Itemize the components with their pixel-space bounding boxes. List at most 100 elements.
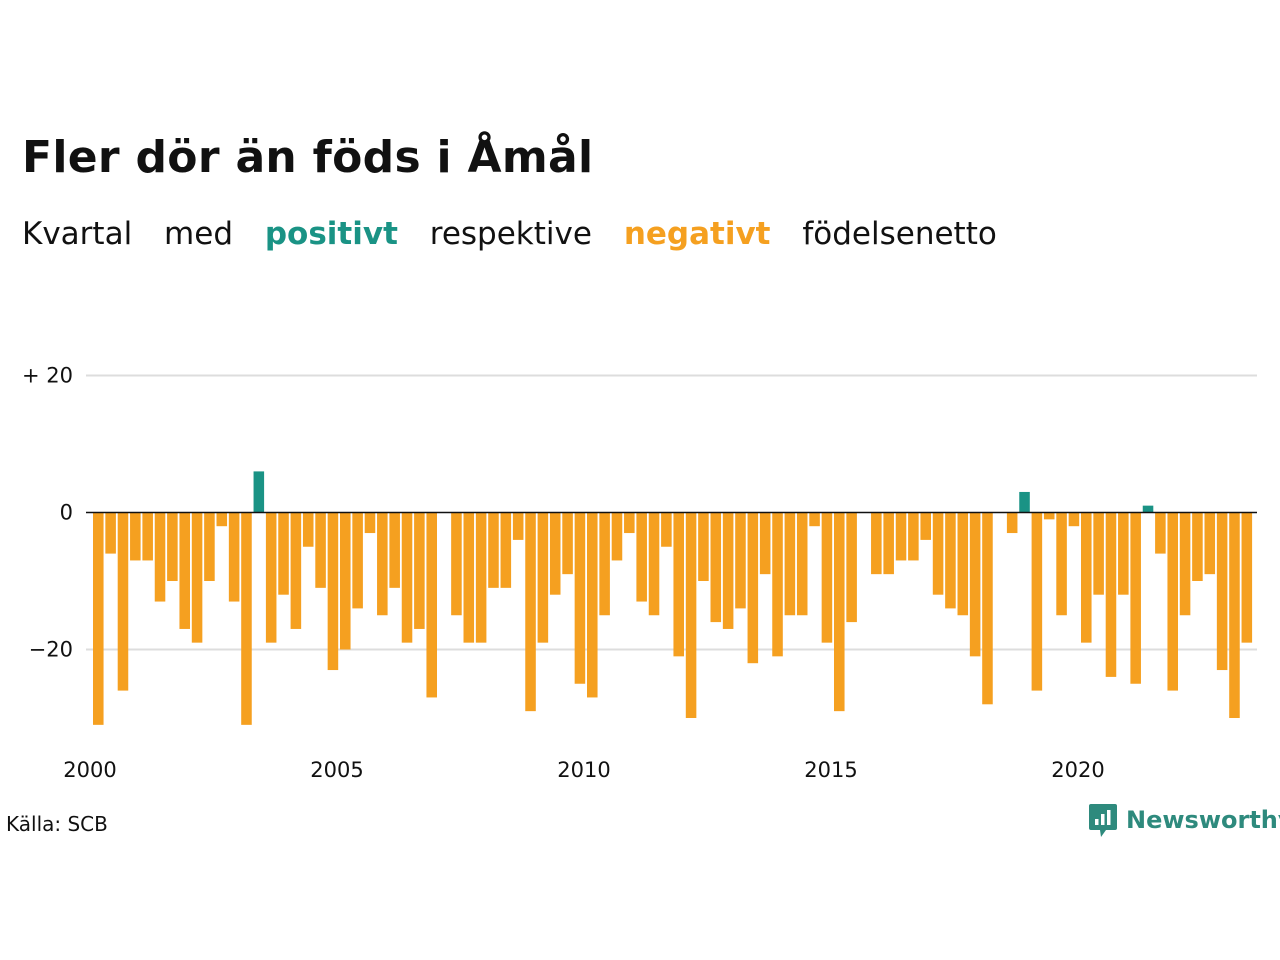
bar-negative [834, 512, 845, 712]
bar-negative [377, 512, 388, 616]
bar-negative [105, 512, 116, 554]
bar-negative [130, 512, 141, 561]
bar-negative [957, 512, 969, 616]
bar-negative [1006, 512, 1018, 534]
bar-negative [747, 512, 759, 664]
bar-negative [1093, 512, 1104, 595]
bar-negative [945, 512, 956, 609]
bar-negative [1105, 512, 1117, 677]
subtitle-negative-word: negativt [623, 216, 771, 252]
bar-negative [426, 512, 437, 698]
bar-chart: + 20 0 −20 2000 2005 2010 2015 2020 [22, 364, 1257, 782]
bar-negative [1167, 512, 1178, 691]
bar-negative [895, 512, 907, 561]
bar-negative [549, 512, 561, 595]
logo-text: Newsworthy [1126, 806, 1280, 834]
bar-negative [883, 512, 894, 575]
bar-negative [414, 512, 425, 629]
bar-negative [648, 512, 660, 616]
bar-negative [1056, 512, 1067, 616]
bar-negative [932, 512, 944, 595]
bar-negative [265, 512, 277, 643]
bar-negative [871, 512, 882, 575]
bar-negative [1229, 512, 1240, 718]
subtitle-text-fodelsenetto: födelsenetto [802, 216, 997, 252]
x-tick-label: 2010 [557, 758, 610, 782]
y-tick-label: + 20 [22, 364, 73, 388]
bar-negative [796, 512, 808, 616]
bar-negative [1118, 512, 1129, 595]
bar-negative [204, 512, 215, 581]
bar-negative [537, 512, 549, 643]
bar-negative [574, 512, 586, 684]
bar-negative [290, 512, 302, 629]
bar-negative [710, 512, 722, 623]
bar-negative [154, 512, 166, 602]
x-tick-label: 2015 [804, 758, 857, 782]
bar-negative [1130, 512, 1141, 684]
bar-negative [512, 512, 524, 540]
bar-positive [253, 471, 265, 513]
bar-negative [1241, 512, 1253, 643]
bar-negative [500, 512, 512, 588]
bar-negative [216, 512, 228, 527]
chart-title: Fler dör än föds i Åmål [22, 132, 594, 183]
bar-negative [401, 512, 413, 643]
bar-negative [821, 512, 833, 643]
newsworthy-logo-icon [1089, 804, 1117, 837]
bar-negative [327, 512, 339, 671]
bar-negative [191, 512, 203, 643]
bar-negative [759, 512, 771, 575]
y-tick-label: −20 [29, 638, 73, 662]
bar-negative [587, 512, 598, 698]
grid-lines [86, 374, 1257, 651]
bar-negative [488, 512, 499, 588]
axes: + 20 0 −20 2000 2005 2010 2015 2020 [22, 364, 1257, 782]
bar-negative [93, 512, 104, 725]
bar-negative [809, 512, 820, 527]
bar-negative [1081, 512, 1092, 643]
bar-negative [735, 512, 746, 609]
bar-negative [389, 512, 400, 588]
bar-negative [167, 512, 178, 581]
bar-negative [611, 512, 623, 561]
bar-negative [982, 512, 993, 705]
bar-negative [599, 512, 610, 616]
bar-negative [179, 512, 190, 629]
bar-negative [920, 512, 931, 540]
bar-negative [624, 512, 635, 534]
bar-negative [698, 512, 709, 581]
x-tick-label: 2005 [310, 758, 363, 782]
x-tick-label: 2000 [63, 758, 116, 782]
bar-negative [846, 512, 857, 623]
bar-negative [364, 512, 376, 534]
bar-negative [636, 512, 647, 602]
bar-negative [722, 512, 734, 629]
bar-negative [228, 512, 240, 602]
bar-negative [1216, 512, 1228, 671]
source-note: Källa: SCB [6, 812, 108, 836]
bar-negative [685, 512, 697, 718]
bar-negative [451, 512, 462, 616]
subtitle-text-kvartal: Kvartal [22, 216, 133, 252]
bar-negative [241, 512, 252, 725]
bar-negative [1192, 512, 1203, 581]
bar-negative [1031, 512, 1043, 691]
bar-negative [784, 512, 796, 616]
bar-negative [1204, 512, 1216, 575]
bar-negative [562, 512, 573, 575]
bar-negative [1043, 512, 1055, 520]
bar-negative [463, 512, 475, 643]
subtitle-text-respektive: respektive [429, 216, 592, 252]
bar-negative [908, 512, 919, 561]
bar-negative [1179, 512, 1191, 616]
bar-negative [315, 512, 326, 588]
bars [93, 471, 1253, 725]
bar-negative [673, 512, 684, 657]
bar-negative [142, 512, 153, 561]
bar-negative [1068, 512, 1080, 527]
bar-negative [1155, 512, 1166, 554]
subtitle-text-med: med [164, 216, 233, 252]
chart-subtitle: Kvartal med positivt respektive negativt… [22, 216, 1019, 252]
bar-negative [661, 512, 672, 547]
